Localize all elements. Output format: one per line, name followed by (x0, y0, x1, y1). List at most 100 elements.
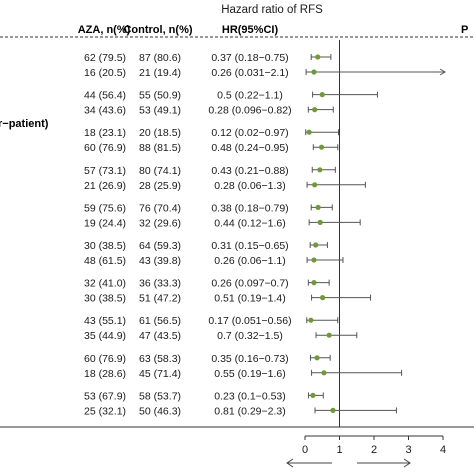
control-value: 88 (81.5) (139, 142, 181, 154)
aza-value: 18 (23.1) (84, 127, 126, 139)
hr-ci-value: 0.28 (0.096−0.82) (208, 105, 291, 117)
hr-ci-value: 0.26 (0.097−0.7) (211, 278, 288, 290)
control-value: 87 (80.6) (139, 52, 181, 64)
hr-ci-value: 0.37 (0.18−0.75) (211, 52, 288, 64)
hr-ci-value: 0.35 (0.16−0.73) (211, 353, 288, 365)
x-tick-label: 0 (302, 444, 308, 456)
hr-point (310, 392, 316, 398)
aza-value: 59 (75.6) (84, 202, 126, 214)
control-value: 55 (50.9) (139, 90, 181, 102)
table-row: 35 (44.9) 47 (43.5) 0.7 (0.32−1.5) (84, 330, 358, 342)
hr-point (319, 92, 325, 98)
control-value: 32 (29.6) (139, 217, 181, 229)
hr-ci-value: 0.81 (0.29−2.3) (214, 405, 286, 417)
aza-value: 19 (24.4) (84, 217, 126, 229)
row-label-fragment: r−patient) (0, 118, 49, 130)
aza-value: 18 (28.6) (84, 368, 126, 380)
table-row: 59 (75.6) 76 (70.4) 0.38 (0.18−0.79) (84, 202, 333, 214)
direction-arrows (286, 458, 411, 468)
aza-value: 53 (67.9) (84, 390, 126, 402)
control-value: 43 (39.8) (139, 255, 181, 267)
table-row: 32 (41.0) 36 (33.3) 0.26 (0.097−0.7) (84, 278, 330, 290)
table-row: 48 (61.5) 43 (39.8) 0.26 (0.06−1.1) (84, 255, 344, 267)
table-row: 34 (43.6) 53 (49.1) 0.28 (0.096−0.82) (84, 105, 334, 117)
control-value: 58 (53.7) (139, 390, 181, 402)
x-tick-label: 4 (440, 444, 446, 456)
hr-point (330, 407, 336, 413)
hr-ci-value: 0.26 (0.06−1.1) (214, 255, 286, 267)
control-value: 47 (43.5) (139, 330, 181, 342)
control-value: 21 (19.4) (139, 67, 181, 79)
hr-point (313, 242, 319, 248)
table-row: 30 (38.5) 64 (59.3) 0.31 (0.15−0.65) (84, 240, 328, 252)
ci-overflow-arrow (439, 68, 446, 76)
col-header-control: Control, n(%) (123, 24, 192, 36)
aza-value: 43 (55.1) (84, 315, 126, 327)
hr-ci-value: 0.48 (0.24−0.95) (211, 142, 288, 154)
hr-point (311, 257, 317, 263)
table-row: 18 (23.1) 20 (18.5) 0.12 (0.02−0.97) (84, 127, 339, 139)
hr-ci-value: 0.26 (0.031−2.1) (211, 67, 288, 79)
hr-ci-value: 0.31 (0.15−0.65) (211, 240, 288, 252)
col-header-aza: AZA, n(%) (78, 24, 131, 36)
hr-point (317, 167, 323, 173)
hr-ci-value: 0.55 (0.19−1.6) (214, 368, 286, 380)
hr-point (315, 54, 321, 60)
table-row: 25 (32.1) 50 (46.3) 0.81 (0.29−2.3) (84, 405, 397, 417)
hr-point (311, 280, 317, 286)
right-arrow-head (403, 458, 411, 468)
control-value: 36 (33.3) (139, 278, 181, 290)
hr-ci-value: 0.5 (0.22−1.1) (217, 90, 283, 102)
table-row: 30 (38.5) 51 (47.2) 0.51 (0.19−1.4) (84, 293, 372, 305)
hr-point (321, 370, 327, 376)
left-arrow-head (286, 458, 294, 468)
aza-value: 16 (20.5) (84, 67, 126, 79)
aza-value: 25 (32.1) (84, 405, 126, 417)
table-row: 60 (76.9) 88 (81.5) 0.48 (0.24−0.95) (84, 142, 339, 154)
control-value: 51 (47.2) (139, 293, 181, 305)
col-header-hr: HR(95%CI) (222, 24, 279, 36)
hr-point (317, 219, 323, 225)
hr-ci-value: 0.38 (0.18−0.79) (211, 202, 288, 214)
aza-value: 62 (79.5) (84, 52, 126, 64)
hr-point (318, 144, 325, 150)
hr-point (326, 332, 332, 338)
aza-value: 21 (26.9) (84, 180, 126, 192)
aza-value: 30 (38.5) (84, 293, 126, 305)
hr-ci-value: 0.17 (0.051−0.56) (208, 315, 291, 327)
control-value: 50 (46.3) (139, 405, 181, 417)
table-row: 19 (24.4) 32 (29.6) 0.44 (0.12−1.6) (84, 217, 361, 229)
hr-ci-value: 0.43 (0.21−0.88) (211, 165, 288, 177)
x-tick-label: 1 (336, 444, 342, 456)
hr-ci-value: 0.12 (0.02−0.97) (211, 127, 288, 139)
hr-point (319, 295, 326, 301)
aza-value: 35 (44.9) (84, 330, 126, 342)
table-row: 44 (56.4) 55 (50.9) 0.5 (0.22−1.1) (84, 90, 378, 102)
hr-ci-value: 0.28 (0.06−1.3) (214, 180, 286, 192)
hr-ci-value: 0.7 (0.32−1.5) (217, 330, 283, 342)
control-value: 45 (71.4) (139, 368, 181, 380)
x-tick-label: 3 (405, 444, 411, 456)
hr-point (312, 107, 318, 113)
aza-value: 48 (61.5) (84, 255, 126, 267)
hr-point (312, 182, 318, 188)
aza-value: 60 (76.9) (84, 353, 126, 365)
hr-point (308, 317, 314, 323)
control-value: 20 (18.5) (139, 127, 181, 139)
control-value: 80 (74.1) (139, 165, 181, 177)
hr-ci-value: 0.44 (0.12−1.6) (214, 217, 286, 229)
x-axis: 0 1 2 3 4 (302, 435, 446, 456)
aza-value: 57 (73.1) (84, 165, 126, 177)
aza-value: 60 (76.9) (84, 142, 126, 154)
chart-title: Hazard ratio of RFS (221, 4, 323, 16)
table-row: 57 (73.1) 80 (74.1) 0.43 (0.21−0.88) (84, 165, 336, 177)
table-row: 43 (55.1) 61 (56.5) 0.17 (0.051−0.56) (84, 315, 339, 327)
control-value: 63 (58.3) (139, 353, 181, 365)
hr-point (314, 355, 320, 361)
hr-point (311, 69, 317, 75)
hr-ci-value: 0.23 (0.1−0.53) (214, 390, 286, 402)
aza-value: 32 (41.0) (84, 278, 126, 290)
col-header-p: P (461, 24, 468, 36)
hr-ci-value: 0.51 (0.19−1.4) (214, 293, 286, 305)
